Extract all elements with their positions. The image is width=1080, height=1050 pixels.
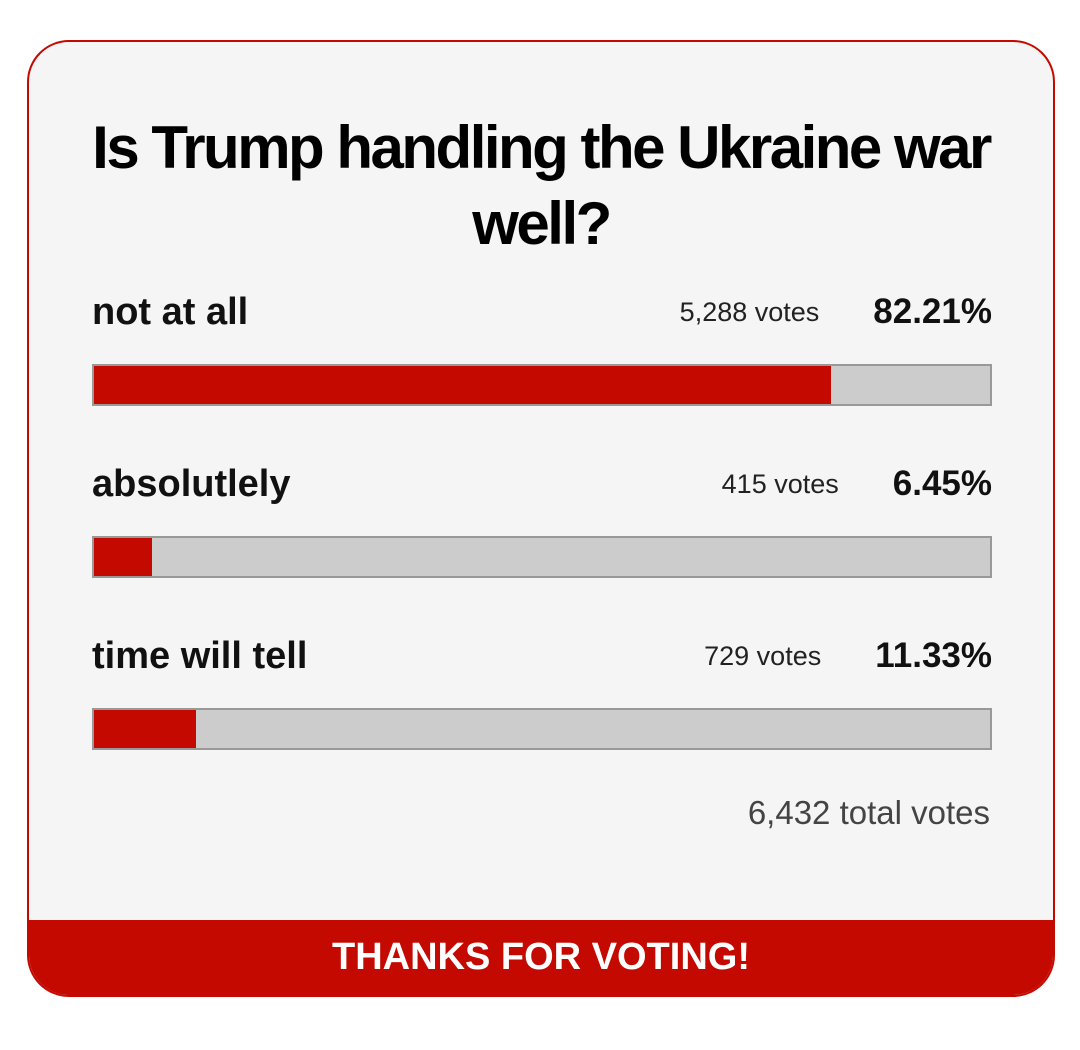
total-votes: 6,432 total votes: [747, 794, 990, 831]
percent: 11.33%: [875, 636, 992, 675]
vote-count: 729 votes: [704, 640, 822, 671]
percent: 6.45%: [892, 464, 992, 503]
percent: 82.21%: [873, 292, 992, 331]
poll-title: Is Trump handling the Ukraine war well?: [92, 114, 992, 257]
option-header: absolutlely 415 votes 6.45%: [92, 454, 992, 514]
bar-track: [92, 536, 992, 578]
option-label: absolutlely: [92, 462, 291, 505]
option-header: not at all 5,288 votes 82.21%: [92, 282, 992, 342]
option-label: not at all: [92, 290, 249, 333]
bar-fill: [94, 538, 152, 576]
option: not at all 5,288 votes 82.21%: [92, 282, 992, 412]
bar-fill: [94, 710, 196, 748]
footer-banner: THANKS FOR VOTING!: [29, 920, 1053, 995]
option-label: time will tell: [92, 634, 308, 677]
bar-fill: [94, 366, 831, 404]
option: time will tell 729 votes 11.33%: [92, 626, 992, 756]
bar-track: [92, 708, 992, 750]
option-header: time will tell 729 votes 11.33%: [92, 626, 992, 686]
option: absolutlely 415 votes 6.45%: [92, 454, 992, 584]
bar-track: [92, 364, 992, 406]
vote-count: 415 votes: [721, 468, 839, 499]
vote-count: 5,288 votes: [679, 296, 820, 327]
poll-card: Is Trump handling the Ukraine war well? …: [27, 40, 1055, 997]
